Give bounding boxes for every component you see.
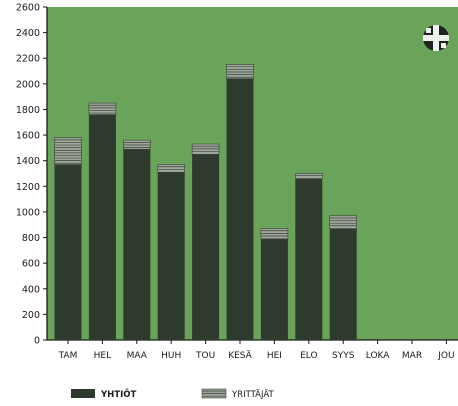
- y-tick-label: 2200: [16, 54, 40, 65]
- y-tick-label: 600: [22, 259, 40, 270]
- y-tick-label: 2000: [16, 79, 40, 90]
- x-tick-label: TAM: [58, 351, 78, 361]
- y-tick-label: 1600: [16, 131, 40, 142]
- bar-yhtiot: [226, 78, 254, 340]
- bar-yhtiot: [88, 114, 116, 340]
- x-tick-label: JOU: [437, 351, 454, 361]
- bar-yrittajat: [294, 173, 323, 179]
- x-tick-label: SYYS: [332, 351, 355, 361]
- bar-yrittajat: [88, 102, 117, 115]
- bar-yhtiot: [295, 178, 323, 340]
- y-tick-label: 400: [22, 284, 40, 295]
- bar-yhtiot: [329, 228, 357, 340]
- legend-swatch-yhtiot: [71, 389, 95, 398]
- x-tick-label: HEL: [94, 351, 111, 361]
- y-tick-label: 1200: [16, 182, 40, 193]
- x-axis-ticks: TAM HEL MAA HUH TOU KESÄ HEI ELO SYYS LOKA MAR JOU: [58, 340, 455, 361]
- x-tick-label: HEI: [267, 351, 282, 361]
- bar-yhtiot: [54, 164, 82, 340]
- legend-label-yhtiot: YHTIÖT: [100, 389, 136, 400]
- y-axis-ticks: 0 200 400 600 800 1000 1200 1400 1600 1800 2000 220…: [16, 3, 47, 347]
- bar-yhtiot: [123, 149, 151, 340]
- bar-yhtiot: [157, 172, 185, 340]
- bar-yrittajat: [329, 215, 358, 229]
- y-tick-label: 0: [34, 336, 40, 347]
- x-tick-label: TOU: [195, 351, 215, 361]
- bar-yrittajat: [226, 64, 254, 80]
- legend-label-yrittajat: YRITTÄJÄT: [231, 389, 275, 400]
- x-tick-label: HUH: [161, 351, 181, 361]
- x-tick-label: ELO: [300, 351, 317, 361]
- finnish-cross-logo-icon: [423, 25, 449, 51]
- legend: YHTIÖT YRITTÄJÄT: [71, 388, 275, 400]
- y-tick-label: 2400: [16, 28, 40, 39]
- y-tick-label: 200: [22, 310, 40, 321]
- bar-yhtiot: [260, 238, 288, 340]
- y-tick-label: 2600: [16, 3, 40, 14]
- x-tick-label: LOKA: [366, 351, 391, 361]
- y-tick-label: 1400: [16, 156, 40, 167]
- bar-yrittajat: [157, 164, 185, 173]
- x-tick-label: KESÄ: [228, 350, 252, 361]
- x-tick-label: MAA: [127, 351, 148, 361]
- x-tick-label: MAR: [402, 351, 422, 361]
- y-tick-label: 1000: [16, 207, 40, 218]
- bar-yhtiot: [192, 154, 220, 340]
- y-tick-label: 800: [22, 233, 40, 244]
- y-tick-label: 1800: [16, 105, 40, 116]
- bars-group: [54, 64, 358, 340]
